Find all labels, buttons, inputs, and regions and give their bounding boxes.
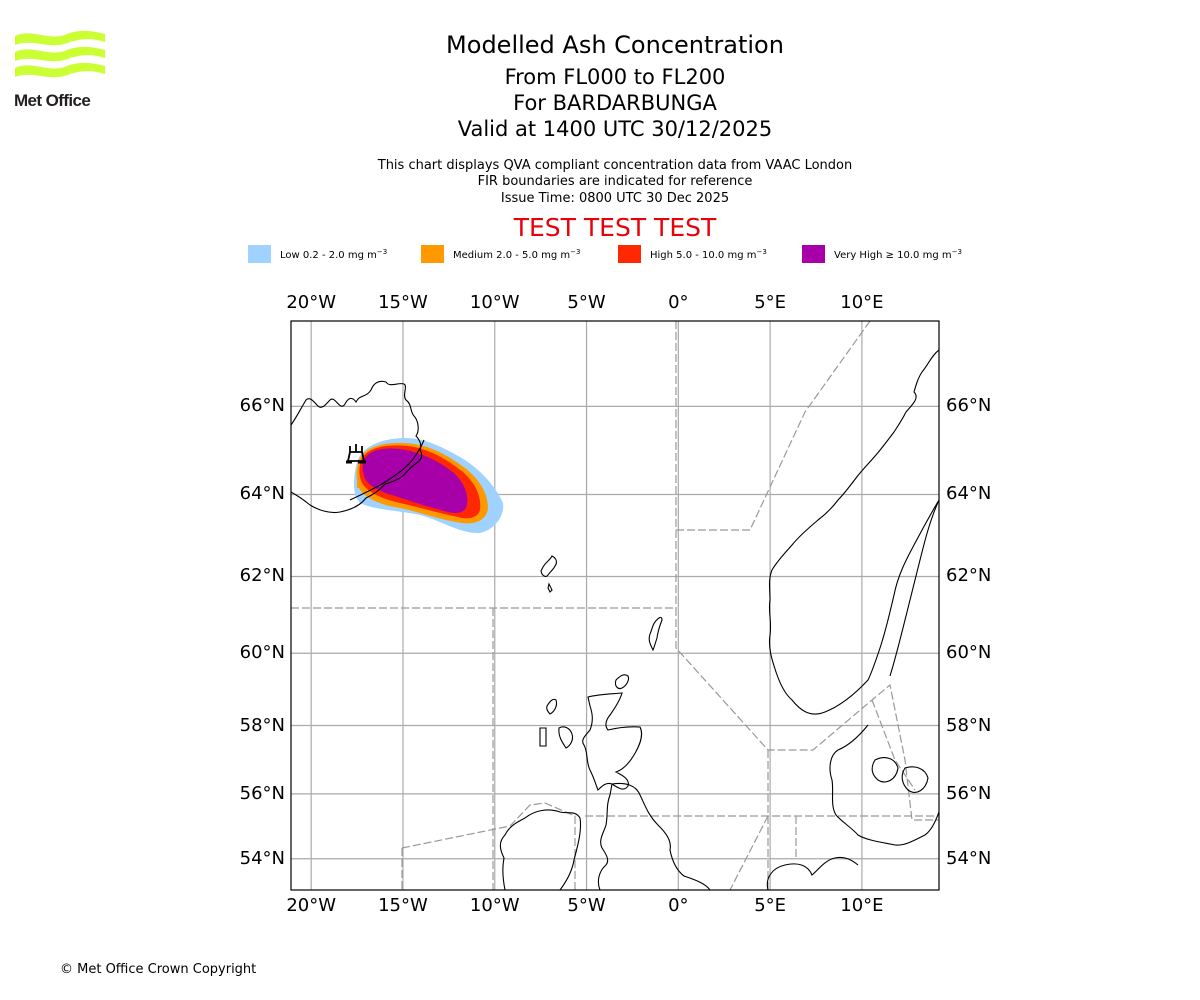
issue-time: Issue Time: 0800 UTC 30 Dec 2025 [500,191,730,206]
lat-tick-label-left: 60°N [239,642,285,664]
lat-tick-label-left: 62°N [239,565,285,587]
legend-swatch-high [618,245,641,263]
legend-label-very-high: Very High ≥ 10.0 mg m [834,249,952,261]
lon-tick-label-bottom: 5°E [754,895,787,916]
logo-text: Met Office [14,91,91,110]
lat-tick-label-left: 66°N [239,395,285,417]
lat-tick-label-right: 60°N [946,642,992,664]
fir-boundary [729,815,769,890]
coastline-scotland [582,692,643,791]
legend-label-high: High 5.0 - 10.0 mg m [650,249,757,261]
lat-tick-label-right: 64°N [946,483,992,505]
lat-tick-label-left: 58°N [239,714,285,736]
description-line-1: This chart displays QVA compliant concen… [377,158,853,173]
lon-tick-label-bottom: 10°E [840,895,884,916]
description-line-2: FIR boundaries are indicated for referen… [477,174,753,189]
met-office-logo [15,30,105,78]
coastline-ireland [499,809,582,890]
chart-title: Modelled Ash Concentration [446,31,784,59]
fir-boundary [401,802,576,890]
lon-tick-label-bottom: 5°W [567,895,606,916]
lat-tick-label-left: 56°N [239,782,285,804]
coastline-hebrides [539,698,574,749]
coastline-norway [768,349,939,715]
coastline-denmark [829,724,939,846]
lat-tick-label-left: 54°N [239,847,285,869]
coastlines [291,349,939,890]
legend: Low 0.2 - 2.0 mg m−3 Medium 2.0 - 5.0 mg… [248,244,962,264]
legend-item-medium: Medium 2.0 - 5.0 mg m−3 [421,245,618,263]
lat-tick-label-right: 56°N [946,782,992,804]
map-frame [290,320,940,891]
lat-tick-label-right: 58°N [946,714,992,736]
coastline-iceland [291,380,423,514]
coastline-shetland [648,616,663,652]
volcano-name: For BARDARBUNGA [513,91,717,115]
legend-exponent: −3 [570,247,581,256]
legend-exponent: −3 [376,247,388,256]
lon-tick-label-bottom: 10°W [469,895,520,916]
ash-plume [353,438,504,534]
lon-tick-label-top: 5°W [567,292,606,313]
test-banner: TEST TEST TEST [513,213,717,242]
copyright: © Met Office Crown Copyright [60,962,257,977]
coastline-iceland-inland [349,439,425,501]
fir-boundaries [291,321,939,890]
lon-tick-label-top: 0° [668,292,689,313]
graticule [291,321,939,890]
legend-item-low: Low 0.2 - 2.0 mg m−3 [248,245,421,263]
lon-tick-label-top: 15°W [378,292,428,313]
lon-tick-label-top: 10°W [469,292,520,313]
ash-contour-very-high [362,448,468,513]
coastline-sweden [889,499,939,677]
legend-swatch-low [248,245,271,263]
legend-swatch-medium [421,245,444,263]
coastline-britain [597,782,711,890]
legend-item-very-high: Very High ≥ 10.0 mg m−3 [802,245,962,263]
volcano-icon [346,444,366,464]
legend-item-high: High 5.0 - 10.0 mg m−3 [618,245,802,263]
coastline-germany-netherlands [766,856,859,890]
lon-tick-label-top: 5°E [754,292,787,313]
lon-tick-label-top: 10°E [840,292,884,313]
coastline-orkney [614,674,630,690]
flight-level-range: From FL000 to FL200 [504,65,726,89]
lon-tick-label-bottom: 20°W [286,895,337,916]
fir-boundary [676,321,871,531]
legend-swatch-very-high [802,245,825,263]
legend-label-medium: Medium 2.0 - 5.0 mg m [453,249,571,261]
lon-tick-label-top: 20°W [286,292,337,313]
lon-tick-label-bottom: 0° [668,895,689,916]
legend-exponent: −3 [756,247,767,256]
coastline-faroe [540,555,557,593]
valid-time: Valid at 1400 UTC 30/12/2025 [457,117,773,141]
lat-tick-label-left: 64°N [239,483,285,505]
lat-tick-label-right: 62°N [946,565,992,587]
legend-exponent: −3 [951,247,962,256]
lat-tick-label-right: 66°N [946,395,992,417]
ash-contour-medium [357,482,361,488]
legend-label-low: Low 0.2 - 2.0 mg m [280,249,377,261]
lon-tick-label-bottom: 15°W [378,895,428,916]
fir-boundary [871,699,916,791]
lat-tick-label-right: 54°N [946,847,992,869]
